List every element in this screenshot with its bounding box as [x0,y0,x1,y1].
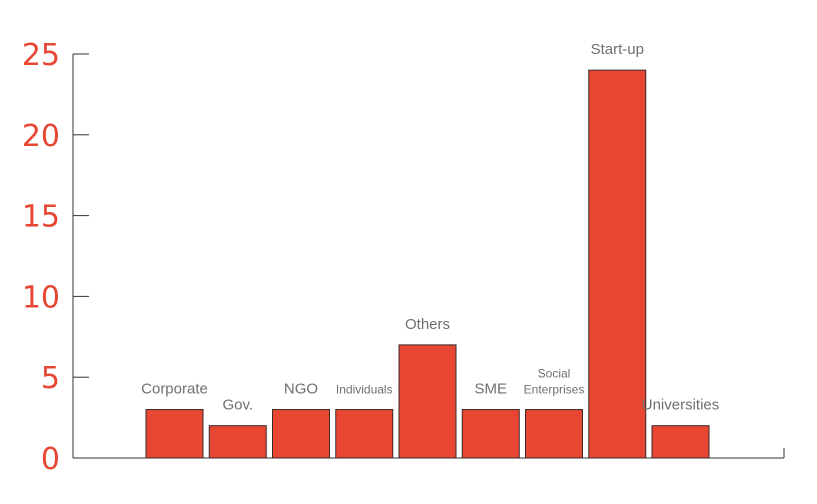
bar-gov [208,425,267,459]
bar-label: Individuals [336,383,393,397]
bar-label: SME [474,381,507,398]
bar-social-enterprises [525,409,583,459]
bar-label: Others [405,316,450,333]
bar-corporate [145,409,204,459]
bar-start-up [588,69,647,459]
bar-ngo [272,409,330,459]
bar-labels: Corporate Gov. NGO Individuals Others SME Soci… [141,41,719,414]
bar-universities [651,425,710,459]
bar-others [398,344,457,459]
y-tick-label: 20 [22,119,60,154]
bar-label: Universities [642,397,720,414]
bar-label: NGO [284,381,318,398]
y-tick-labels: 0 5 10 15 20 25 [22,38,60,477]
bar-label: Gov. [222,397,253,414]
bar-label: Start-up [591,41,644,58]
y-tick-label: 10 [22,280,60,315]
bar-label: Corporate [141,381,208,398]
bar-label: Social Enterprises [524,367,585,397]
y-tick-label: 25 [22,38,60,73]
bar-sme [461,409,520,459]
y-tick-label: 0 [41,442,60,477]
y-tick-label: 5 [41,361,60,396]
bar-individuals [335,409,394,459]
y-tick-label: 15 [22,200,60,235]
bars [145,69,710,459]
